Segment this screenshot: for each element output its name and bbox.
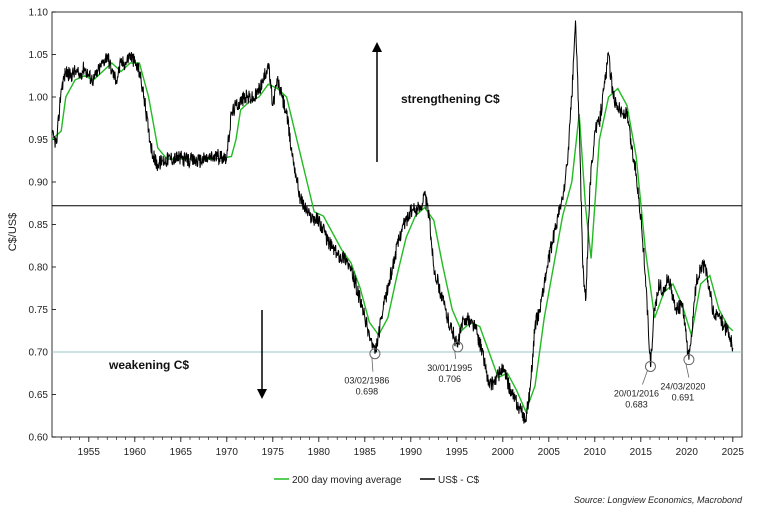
x-tick-label: 1980 [308,447,331,458]
strengthening-label: strengthening C$ [401,92,500,106]
x-tick-label: 1955 [78,447,101,458]
y-tick-label: 0.85 [29,220,49,231]
y-tick-label: 1.00 [29,93,49,104]
x-tick-label: 1990 [400,447,423,458]
annotation-leader [685,363,690,378]
y-axis: 0.60 0.65 0.70 0.75 0.80 0.85 0.90 0.95 1.00 1.05… [29,8,56,444]
y-tick-label: 0.95 [29,135,49,146]
legend-label-usdcad: US$ - C$ [438,475,480,486]
annotation-value: 0.683 [625,399,648,409]
y-tick-label: 0.65 [29,390,49,401]
annotation-date: 20/01/2016 [614,388,659,398]
annotation-value: 0.706 [438,374,461,384]
x-tick-label: 2025 [722,447,745,458]
x-tick-label: 1975 [262,447,285,458]
x-axis: 1955 1960 1965 1970 1975 1980 1985 1990 1995 2000… [60,437,745,458]
low-point-marker [452,341,464,353]
y-tick-label: 0.80 [29,263,49,274]
x-tick-label: 2010 [584,447,607,458]
annotation-leader [371,357,374,372]
series-usd-cad-line [51,20,734,424]
x-tick-label: 1970 [216,447,239,458]
annotation-value: 0.698 [356,387,379,397]
plot-area [51,11,743,438]
legend-label-ma: 200 day moving average [292,475,402,486]
y-tick-label: 0.75 [29,305,49,316]
x-tick-label: 1965 [170,447,193,458]
y-tick-label: 0.70 [29,348,49,359]
x-tick-label: 2020 [676,447,699,458]
x-tick-label: 2015 [630,447,653,458]
y-tick-label: 0.90 [29,178,49,189]
x-tick-label: 1985 [354,447,377,458]
low-point-marker [644,360,656,372]
y-tick-label: 0.60 [29,433,49,444]
annotation-leader [454,350,457,359]
down-arrow-icon [257,310,267,399]
series-200-day-ma-line [51,62,734,414]
x-tick-label: 2005 [538,447,561,458]
x-tick-label: 2000 [492,447,515,458]
annotation-leader [642,370,648,385]
annotation-date: 24/03/2020 [660,382,705,392]
y-tick-label: 1.05 [29,50,49,61]
y-tick-label: 1.10 [29,8,49,19]
weakening-label: weakening C$ [108,358,189,372]
legend: 200 day moving average US$ - C$ [274,475,480,486]
annotation-date: 30/01/1995 [427,363,472,373]
y-axis-label: C$/US$ [7,213,19,252]
annotation-date: 03/02/1986 [344,376,389,386]
low-point-marker [369,348,381,360]
source-note: Source: Longview Economics, Macrobond [574,495,743,505]
annotation-value: 0.691 [672,393,695,403]
up-arrow-icon [372,42,382,162]
low-point-marker [683,354,695,366]
x-tick-label: 1960 [124,447,147,458]
x-tick-label: 1995 [446,447,469,458]
